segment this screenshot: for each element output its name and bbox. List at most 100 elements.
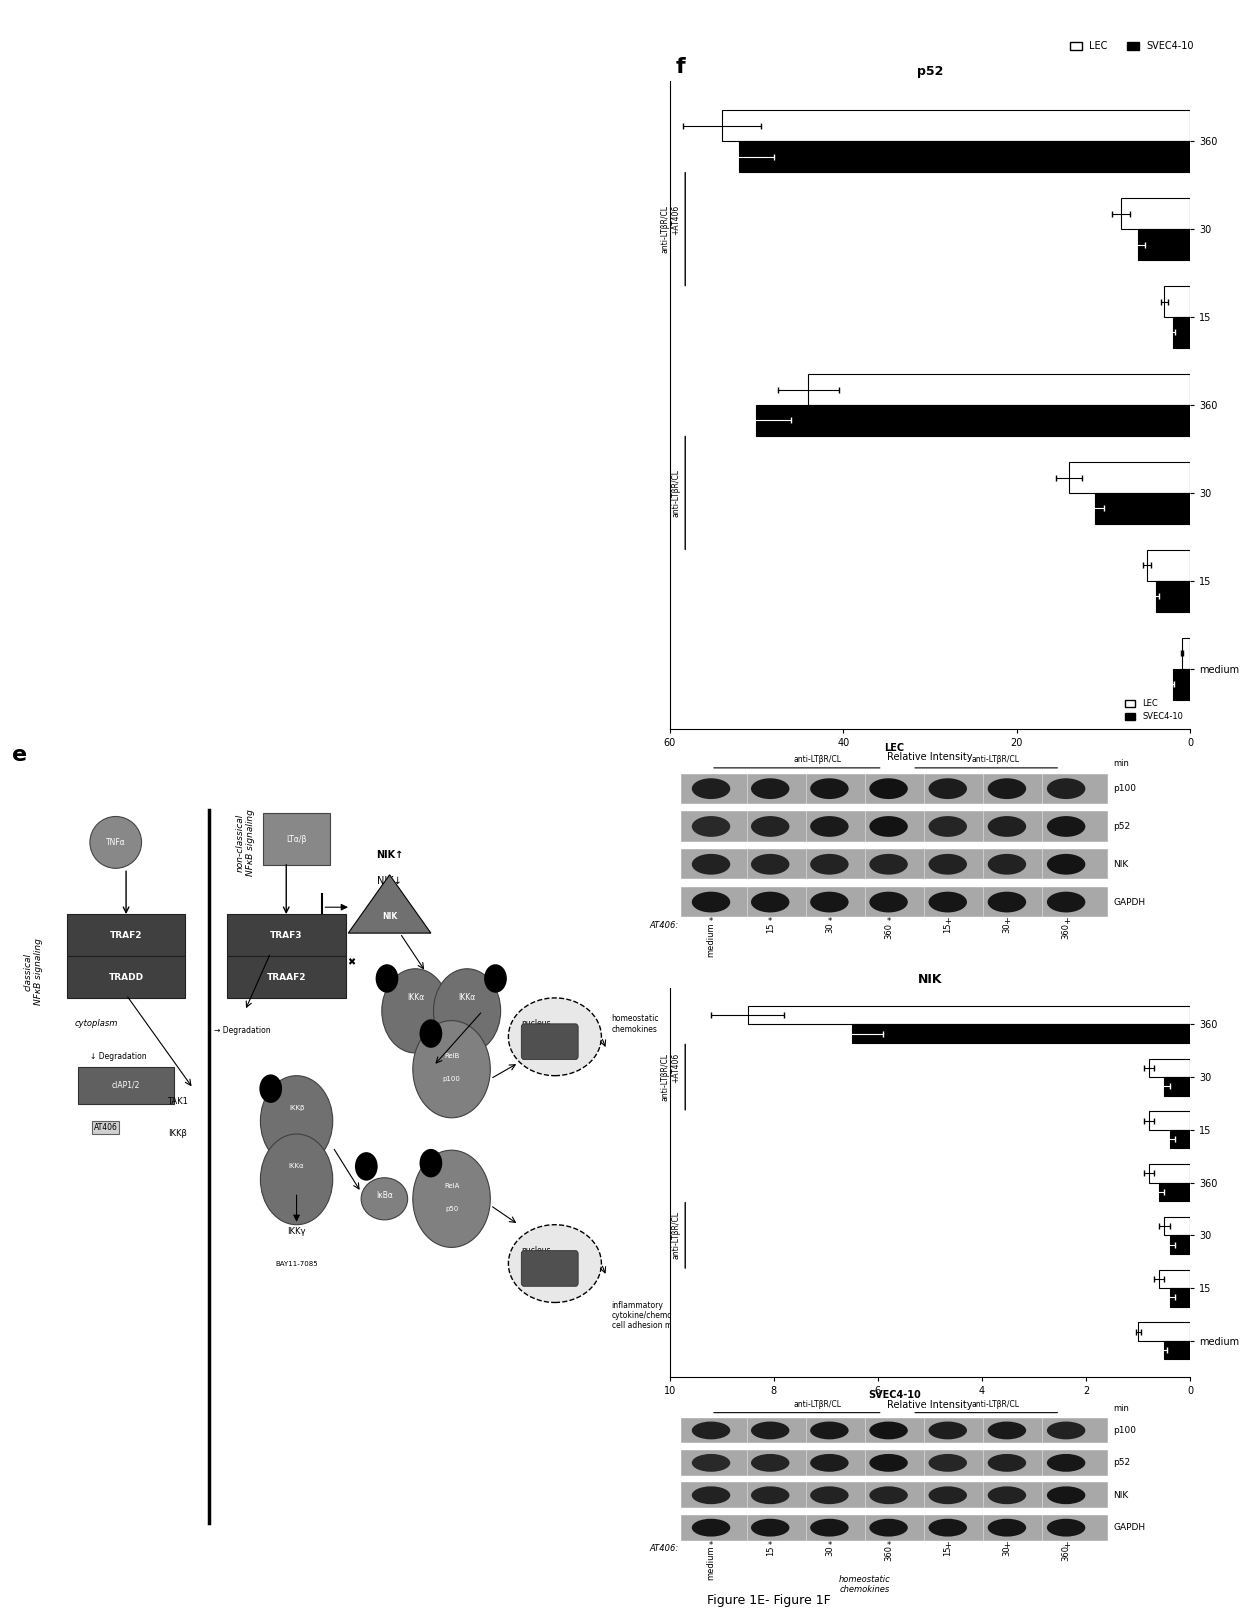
Text: p: p xyxy=(386,975,388,982)
Text: anti-LTβR/CL
+AT406: anti-LTβR/CL +AT406 xyxy=(661,206,681,253)
Text: BAY11-7085: BAY11-7085 xyxy=(275,1260,317,1267)
Text: NIK↑: NIK↑ xyxy=(376,850,403,860)
Circle shape xyxy=(484,964,507,993)
Bar xyxy=(1148,1058,1190,1077)
Text: p50: p50 xyxy=(445,1205,459,1212)
Ellipse shape xyxy=(869,1455,908,1471)
Circle shape xyxy=(260,1076,332,1166)
Text: TRAF3: TRAF3 xyxy=(270,930,303,940)
Text: GAPDH: GAPDH xyxy=(1114,1523,1146,1533)
Bar xyxy=(682,1515,1107,1541)
Text: non-classical
NFκB signaling: non-classical NFκB signaling xyxy=(236,808,254,876)
Text: anti-LTβR/CL: anti-LTβR/CL xyxy=(971,755,1019,765)
Ellipse shape xyxy=(929,816,967,838)
Text: NIK↓: NIK↓ xyxy=(377,876,402,886)
Ellipse shape xyxy=(929,854,967,875)
Legend: LEC, SVEC4-10: LEC, SVEC4-10 xyxy=(1066,37,1198,55)
Text: anti-LTβR/CL: anti-LTβR/CL xyxy=(794,1400,842,1409)
Bar xyxy=(1148,1111,1190,1129)
Text: cIAP1/2: cIAP1/2 xyxy=(112,1081,140,1090)
Text: RelA p50: RelA p50 xyxy=(534,1265,565,1272)
Ellipse shape xyxy=(1047,854,1085,875)
Bar xyxy=(1182,638,1190,669)
Polygon shape xyxy=(348,875,430,933)
Text: classical
NFκB signaling: classical NFκB signaling xyxy=(24,938,42,1006)
Text: *: * xyxy=(827,917,832,927)
Ellipse shape xyxy=(1047,1455,1085,1471)
Text: anti-LTβR/CL
+AT406: anti-LTβR/CL +AT406 xyxy=(661,1053,681,1102)
Ellipse shape xyxy=(810,1520,848,1536)
Text: p: p xyxy=(429,1160,433,1166)
Bar xyxy=(682,1418,1107,1443)
Circle shape xyxy=(355,1152,378,1181)
Bar xyxy=(808,374,1190,405)
Ellipse shape xyxy=(692,1520,730,1536)
Text: IKKβ: IKKβ xyxy=(289,1105,304,1111)
Text: *: * xyxy=(887,917,890,927)
Circle shape xyxy=(382,969,449,1053)
Bar xyxy=(739,141,1190,172)
Text: 30: 30 xyxy=(1002,923,1012,933)
Ellipse shape xyxy=(1047,1422,1085,1440)
Text: f: f xyxy=(676,57,686,76)
Ellipse shape xyxy=(869,1487,908,1503)
Text: SVEC4-10: SVEC4-10 xyxy=(868,1390,921,1400)
Ellipse shape xyxy=(751,1520,790,1536)
Text: 15: 15 xyxy=(944,923,952,933)
Bar xyxy=(1148,1165,1190,1183)
Text: medium: medium xyxy=(707,923,715,957)
Ellipse shape xyxy=(692,1455,730,1471)
Ellipse shape xyxy=(869,1520,908,1536)
Bar xyxy=(1169,1288,1190,1307)
Text: AT406:: AT406: xyxy=(650,1544,678,1554)
Text: p: p xyxy=(429,1030,433,1037)
FancyBboxPatch shape xyxy=(521,1251,578,1286)
Ellipse shape xyxy=(1047,816,1085,838)
Ellipse shape xyxy=(869,891,908,912)
Ellipse shape xyxy=(929,1520,967,1536)
Ellipse shape xyxy=(89,816,141,868)
Ellipse shape xyxy=(810,891,848,912)
Text: GAPDH: GAPDH xyxy=(1114,897,1146,907)
Text: 360: 360 xyxy=(1061,923,1070,940)
Text: +: + xyxy=(1063,917,1070,927)
Text: AT406: AT406 xyxy=(93,1123,118,1132)
Text: p52: p52 xyxy=(1114,821,1131,831)
Text: 15: 15 xyxy=(944,1545,952,1555)
Text: TRAF2: TRAF2 xyxy=(110,930,143,940)
Text: RelB: RelB xyxy=(444,1053,459,1059)
Ellipse shape xyxy=(929,891,967,912)
Ellipse shape xyxy=(988,1520,1027,1536)
Bar xyxy=(1164,1341,1190,1359)
Text: LTα/β: LTα/β xyxy=(286,834,306,844)
Text: medium: medium xyxy=(707,1545,715,1580)
Bar xyxy=(1164,1077,1190,1095)
Title: NIK: NIK xyxy=(918,972,942,985)
Text: p: p xyxy=(269,1085,273,1092)
Ellipse shape xyxy=(692,854,730,875)
Ellipse shape xyxy=(1047,778,1085,799)
Text: p100: p100 xyxy=(1114,1426,1137,1435)
Ellipse shape xyxy=(751,1487,790,1503)
Bar xyxy=(1095,492,1190,523)
Ellipse shape xyxy=(1047,1520,1085,1536)
Text: *: * xyxy=(887,1541,890,1550)
Text: p52: p52 xyxy=(1114,1458,1131,1468)
Text: NIK: NIK xyxy=(382,912,397,922)
Text: IKKβ: IKKβ xyxy=(169,1129,187,1139)
Text: *: * xyxy=(709,1541,713,1550)
Bar xyxy=(1169,1236,1190,1254)
Text: IKKα: IKKα xyxy=(459,993,476,1003)
Ellipse shape xyxy=(692,891,730,912)
Circle shape xyxy=(434,969,501,1053)
Ellipse shape xyxy=(988,816,1027,838)
Ellipse shape xyxy=(1047,1487,1085,1503)
Text: +: + xyxy=(945,1541,951,1550)
Bar xyxy=(1159,1270,1190,1288)
Text: p100: p100 xyxy=(1114,784,1137,794)
Bar xyxy=(1156,582,1190,612)
Ellipse shape xyxy=(810,1422,848,1440)
Bar xyxy=(1138,228,1190,259)
Text: 15: 15 xyxy=(766,923,775,933)
Text: RelA: RelA xyxy=(444,1183,459,1189)
